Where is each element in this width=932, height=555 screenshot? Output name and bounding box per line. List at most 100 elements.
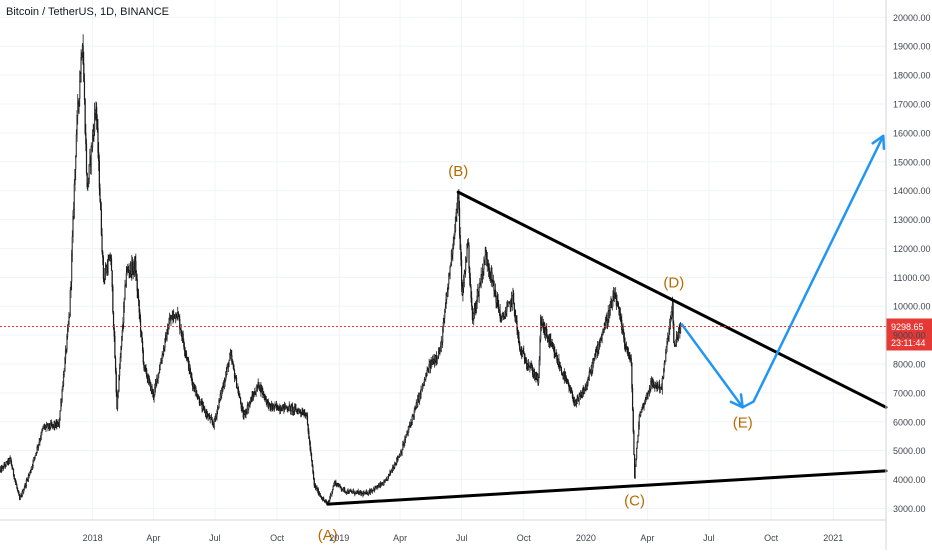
- candle-body: [17, 488, 18, 490]
- y-tick-label: 12000.00: [893, 244, 931, 254]
- candle-body: [85, 133, 86, 144]
- candle-body: [516, 316, 517, 321]
- candle-body: [76, 134, 77, 156]
- candle-body: [96, 107, 97, 120]
- candle-body: [502, 316, 503, 318]
- candle-body: [673, 304, 674, 324]
- candle-body: [486, 252, 487, 259]
- candle-body: [586, 385, 587, 389]
- candle-body: [623, 327, 624, 333]
- candle-body: [159, 369, 160, 372]
- candle-body: [117, 397, 118, 409]
- candle-body: [24, 488, 25, 490]
- candle-body: [318, 489, 319, 494]
- candle-body: [40, 440, 41, 442]
- candle-body: [354, 491, 355, 494]
- candle-body: [440, 346, 441, 351]
- candle-body: [199, 398, 200, 404]
- candle-body: [160, 364, 161, 369]
- candle-body: [645, 400, 646, 404]
- candle-body: [457, 210, 458, 212]
- wave-label: (C): [624, 492, 645, 509]
- candle-body: [613, 296, 614, 301]
- candle-body: [75, 169, 76, 184]
- x-tick-label: Oct: [517, 533, 532, 543]
- candle-body: [244, 414, 245, 417]
- candle-body: [671, 311, 672, 317]
- candle-body: [408, 430, 409, 433]
- candle-body: [674, 343, 675, 345]
- candle-body: [138, 296, 139, 301]
- candle-body: [627, 347, 628, 349]
- candle-body: [256, 391, 257, 394]
- wave-label: (D): [663, 274, 684, 291]
- candle-body: [163, 348, 164, 355]
- candle-body: [67, 329, 68, 337]
- candle-body: [667, 341, 668, 346]
- y-tick-label: 4000.00: [893, 475, 926, 485]
- candle-body: [64, 371, 65, 374]
- candle-body: [557, 356, 558, 361]
- candle-body: [445, 308, 446, 312]
- candle-body: [421, 390, 422, 395]
- candle-body: [307, 416, 308, 424]
- x-tick-label: Apr: [393, 533, 407, 543]
- candle-body: [118, 391, 119, 396]
- candle-body: [632, 363, 633, 388]
- candle-body: [91, 146, 92, 164]
- candle-body: [277, 405, 278, 409]
- candle-body: [122, 331, 123, 337]
- candle-body: [559, 359, 560, 366]
- candle-body: [197, 396, 198, 398]
- candle-body: [162, 355, 163, 360]
- candle-body: [459, 193, 460, 208]
- candle-body: [71, 255, 72, 282]
- candle-body: [453, 238, 454, 249]
- candle-body: [168, 329, 169, 335]
- candle-body: [101, 210, 102, 235]
- candle-body: [124, 298, 125, 306]
- candle-body: [121, 337, 122, 347]
- candle-body: [154, 388, 155, 395]
- candle-body: [561, 367, 562, 371]
- candle-body: [138, 291, 139, 296]
- candle-body: [15, 480, 16, 483]
- candle-body: [417, 399, 418, 406]
- candle-body: [525, 359, 526, 362]
- candle-body: [79, 81, 80, 98]
- y-tick-label: 14000.00: [893, 186, 931, 196]
- candle-body: [287, 408, 288, 410]
- candle-body: [465, 271, 466, 273]
- candle-body: [625, 343, 626, 346]
- y-tick-label: 19000.00: [893, 42, 931, 52]
- candle-body: [155, 383, 156, 388]
- candle-body: [156, 382, 157, 384]
- candle-body: [424, 380, 425, 384]
- candle-body: [388, 476, 389, 480]
- candle-body: [464, 274, 465, 283]
- candle-body: [518, 332, 519, 337]
- candle-body: [582, 392, 583, 397]
- candle-body: [194, 384, 195, 388]
- candle-body: [183, 334, 184, 341]
- candle-body: [404, 443, 405, 445]
- candle-body: [115, 358, 116, 372]
- candle-body: [442, 330, 443, 342]
- candle-body: [447, 292, 448, 296]
- candle-body: [310, 442, 311, 450]
- candle-body: [18, 491, 19, 493]
- candle-body: [505, 313, 506, 318]
- x-tick-label: Apr: [146, 533, 160, 543]
- candle-body: [675, 341, 676, 345]
- candle-body: [121, 346, 122, 357]
- candle-body: [444, 318, 445, 322]
- candle-body: [161, 361, 162, 363]
- candle-body: [312, 460, 313, 466]
- candle-body: [231, 355, 232, 361]
- candle-body: [233, 363, 234, 365]
- candle-body: [454, 235, 455, 238]
- candle-body: [519, 337, 520, 342]
- candle-body: [94, 113, 95, 132]
- candle-body: [84, 82, 85, 100]
